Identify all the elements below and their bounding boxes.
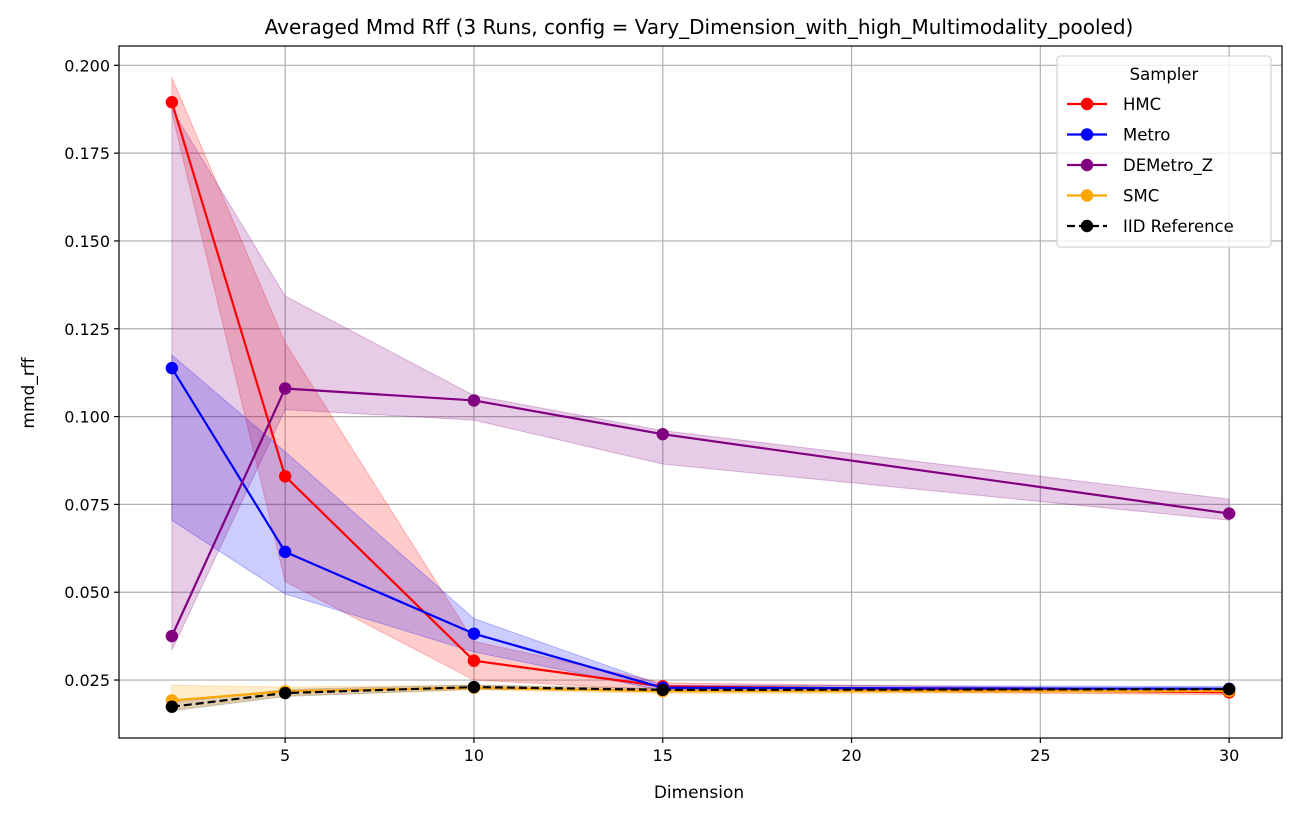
y-tick-label: 0.150 xyxy=(64,232,110,251)
legend-title: Sampler xyxy=(1130,65,1199,84)
x-tick-label: 30 xyxy=(1219,746,1239,765)
metro-point xyxy=(467,627,481,640)
legend-iid-reference-marker xyxy=(1080,219,1094,233)
metro-point xyxy=(278,545,292,559)
legend-metro-label: Metro xyxy=(1123,126,1170,145)
demetro-z-point xyxy=(467,394,481,407)
x-tick-label: 20 xyxy=(841,746,861,765)
y-tick-label: 0.100 xyxy=(64,408,110,427)
hmc-point xyxy=(165,96,179,109)
legend-smc-label: SMC xyxy=(1123,187,1159,206)
x-axis-label: Dimension xyxy=(654,783,744,803)
chart-title: Averaged Mmd Rff (3 Runs, config = Vary_… xyxy=(265,15,1134,39)
demetro-z-point xyxy=(1222,507,1236,520)
legend-metro-marker xyxy=(1080,128,1094,141)
legend-smc-marker xyxy=(1080,189,1094,202)
legend-box xyxy=(1056,55,1272,248)
legend-iid-reference-label: IID Reference xyxy=(1123,217,1234,236)
hmc-point xyxy=(467,654,481,667)
axis-ticks: 5 10 15 20 25 30 0.025 0.050 0.075 0.100 0.125 0.15… xyxy=(64,56,1239,765)
series-markers xyxy=(165,96,1236,713)
demetro-z-point xyxy=(278,382,292,395)
legend-hmc-marker xyxy=(1080,97,1094,111)
legend-hmc-label: HMC xyxy=(1123,95,1161,114)
hmc-point xyxy=(278,470,292,483)
metro-point xyxy=(165,361,179,375)
y-tick-label: 0.125 xyxy=(64,320,110,339)
iid-reference-point xyxy=(1222,682,1236,696)
legend-demetro-z-marker xyxy=(1080,158,1094,172)
legend-demetro-z-label: DEMetro_Z xyxy=(1123,156,1213,176)
x-tick-label: 25 xyxy=(1030,746,1050,765)
y-tick-label: 0.025 xyxy=(64,671,110,690)
y-tick-label: 0.175 xyxy=(64,144,110,163)
iid-reference-point xyxy=(467,680,481,694)
y-tick-label: 0.050 xyxy=(64,583,110,602)
demetro-z-point xyxy=(656,427,669,441)
x-tick-label: 5 xyxy=(280,746,290,765)
plot-area-frame xyxy=(118,45,1283,739)
legend: Sampler HMC Metro DEMetro_Z SMC IID Referenc… xyxy=(1056,55,1272,248)
demetro-z-point xyxy=(165,629,179,643)
iid-reference-point xyxy=(278,686,292,700)
y-tick-label: 0.200 xyxy=(64,56,110,75)
y-tick-label: 0.075 xyxy=(64,495,110,514)
iid-reference-point xyxy=(656,683,669,697)
x-tick-label: 10 xyxy=(464,746,484,765)
y-axis-label: mmd_rff xyxy=(19,356,39,428)
iid-reference-point xyxy=(165,700,179,713)
x-tick-label: 15 xyxy=(653,746,673,765)
